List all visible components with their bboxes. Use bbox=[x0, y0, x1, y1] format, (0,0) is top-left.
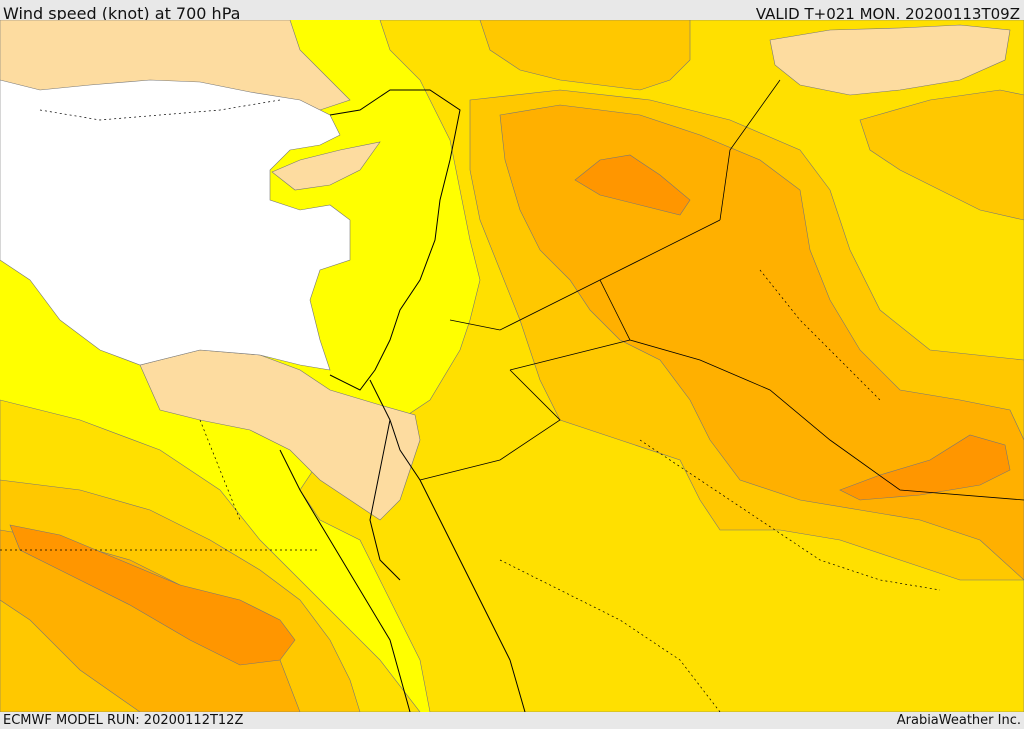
internal-borders bbox=[0, 99, 941, 712]
orange-central bbox=[499, 104, 1024, 581]
credit: ArabiaWeather Inc. bbox=[896, 713, 1021, 728]
map-canvas bbox=[0, 20, 1024, 712]
mediterranean-no-data bbox=[0, 79, 351, 371]
model-run: ECMWF MODEL RUN: 20200112T12Z bbox=[3, 713, 244, 728]
dark-orange-gulf bbox=[839, 434, 1011, 501]
dark-orange-iraq bbox=[574, 154, 691, 216]
map-title: Wind speed (knot) at 700 hPa bbox=[3, 4, 241, 23]
political-borders bbox=[419, 79, 1024, 501]
light-orange-north bbox=[479, 20, 691, 91]
peach-caspian bbox=[769, 24, 1011, 96]
valid-time: VALID T+021 MON. 20200113T09Z bbox=[755, 5, 1020, 23]
light-orange-ne bbox=[859, 89, 1024, 221]
coastlines bbox=[279, 89, 526, 712]
wind-speed-map bbox=[0, 20, 1024, 712]
dark-orange-egypt bbox=[9, 524, 296, 666]
peach-sinai bbox=[139, 349, 421, 521]
peach-cyprus bbox=[271, 141, 381, 191]
